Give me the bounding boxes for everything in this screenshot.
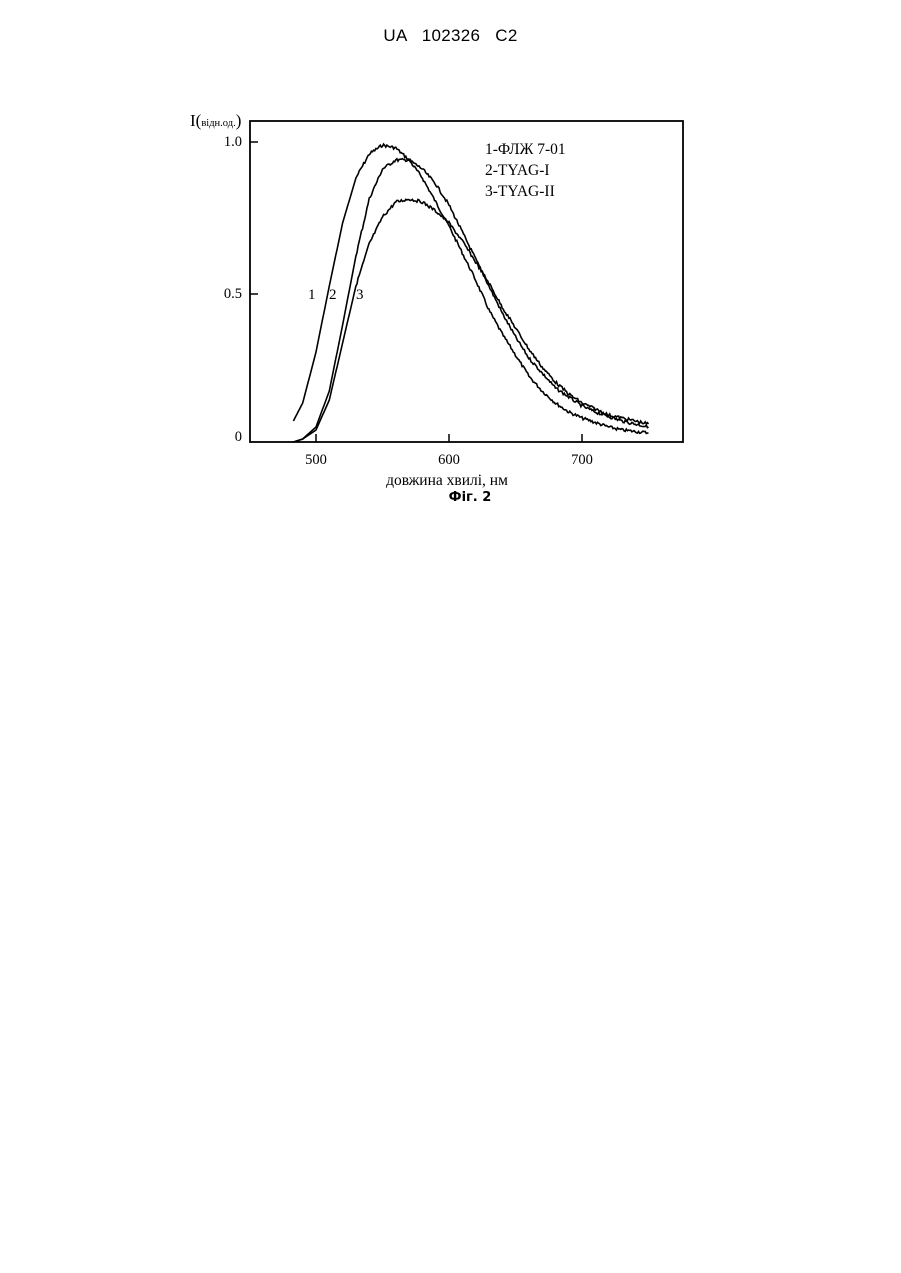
spectrum-figure: I(відн.од.) 1.0 0.5 0 500 600 700 1 2 3 … <box>0 0 901 560</box>
curve-number-2: 2 <box>329 287 337 303</box>
legend-entry-3: 3-TYAG-II <box>485 183 555 200</box>
legend-entry-2: 2-TYAG-I <box>485 162 550 179</box>
x-tick-label-500: 500 <box>305 452 327 468</box>
y-axis-label: I(відн.од.) <box>190 111 241 130</box>
figure-caption: Фіг. 2 <box>400 490 540 505</box>
x-axis-title: довжина хвилі, нм <box>386 472 508 489</box>
x-tick-label-600: 600 <box>438 452 460 468</box>
plot-frame <box>250 121 683 442</box>
legend-entry-1: 1-ФЛЖ 7-01 <box>485 141 566 158</box>
y-tick-label-0-5: 0.5 <box>224 286 242 302</box>
curve-number-1: 1 <box>308 287 316 303</box>
x-tick-label-700: 700 <box>571 452 593 468</box>
curve-3-tyag-ii <box>293 199 648 442</box>
y-tick-label-1-0: 1.0 <box>224 134 242 150</box>
y-tick-label-0: 0 <box>235 429 242 445</box>
curve-2-tyag-i <box>293 159 648 442</box>
curve-1-flzh-7-01 <box>293 144 648 433</box>
curve-number-3: 3 <box>356 287 364 303</box>
